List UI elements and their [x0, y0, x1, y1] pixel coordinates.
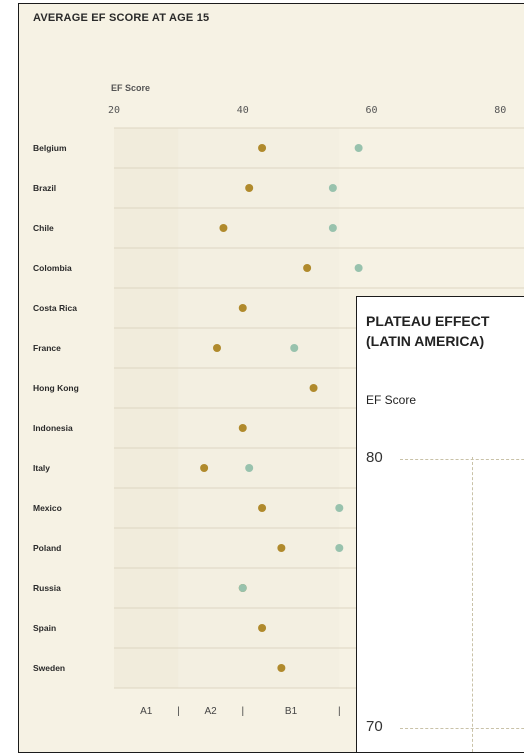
category-label: Costa Rica: [33, 303, 77, 313]
level-band-label: A2: [204, 706, 217, 717]
data-point: [277, 544, 286, 552]
data-point: [354, 264, 363, 272]
category-label: Hong Kong: [33, 383, 79, 393]
data-point: [213, 344, 221, 352]
data-point: [238, 424, 247, 432]
data-point: [245, 464, 254, 472]
data-point: [258, 504, 267, 512]
data-point: [309, 384, 318, 392]
data-point: [303, 264, 312, 272]
category-label: Chile: [33, 223, 54, 233]
category-label: Mexico: [33, 503, 62, 513]
inset-title: PLATEAU EFFECT (LATIN AMERICA): [366, 311, 524, 351]
x-tick-label: 60: [365, 105, 377, 116]
category-label: Indonesia: [33, 423, 73, 433]
data-point: [328, 224, 337, 232]
data-point: [335, 504, 344, 512]
inset-vertical-gridline: [472, 457, 473, 752]
inset-y-tick-label: 70: [366, 718, 383, 735]
chart-title: AVERAGE EF SCORE AT AGE 15: [33, 12, 210, 24]
inset-y-tick-label: 80: [366, 449, 383, 466]
category-label: Poland: [33, 543, 61, 553]
dot-plot: 20406080100BelgiumBrazilChileColombiaCos…: [33, 105, 524, 717]
category-label: France: [33, 343, 61, 353]
level-band-separator: |: [338, 706, 341, 717]
category-label: Colombia: [33, 263, 72, 273]
data-point: [238, 304, 247, 312]
data-point: [245, 184, 254, 192]
data-point: [238, 584, 247, 592]
data-point: [354, 144, 363, 152]
x-tick-label: 20: [108, 105, 120, 116]
inset-chart-panel: PLATEAU EFFECT (LATIN AMERICA) EF Score …: [356, 296, 524, 752]
data-point: [258, 624, 267, 632]
category-label: Russia: [33, 583, 61, 593]
category-label: Brazil: [33, 183, 56, 193]
inset-title-line-2: (LATIN AMERICA): [366, 333, 485, 349]
category-label: Italy: [33, 463, 50, 473]
data-point: [335, 544, 344, 552]
level-band-separator: |: [177, 706, 180, 717]
level-band-label: A1: [140, 706, 153, 717]
level-band-label: B1: [285, 706, 298, 717]
data-point: [328, 184, 337, 192]
x-axis-label: EF Score: [111, 83, 151, 93]
inset-y-axis-label: EF Score: [366, 393, 417, 407]
category-label: Sweden: [33, 663, 65, 673]
data-point: [290, 344, 299, 352]
level-band-separator: |: [241, 706, 244, 717]
x-tick-label: 80: [494, 105, 506, 116]
inset-gridline: [400, 459, 524, 460]
category-label: Spain: [33, 623, 56, 633]
inset-title-line-1: PLATEAU EFFECT: [366, 313, 490, 329]
data-point: [219, 224, 228, 232]
chart-panel: AVERAGE EF SCORE AT AGE 15 EF Score 20 40…: [18, 3, 524, 753]
data-point: [200, 464, 209, 472]
data-point: [277, 664, 286, 672]
data-point: [258, 144, 267, 152]
x-tick-label: 40: [237, 105, 249, 116]
category-label: Belgium: [33, 143, 67, 153]
inset-gridline: [400, 728, 524, 729]
